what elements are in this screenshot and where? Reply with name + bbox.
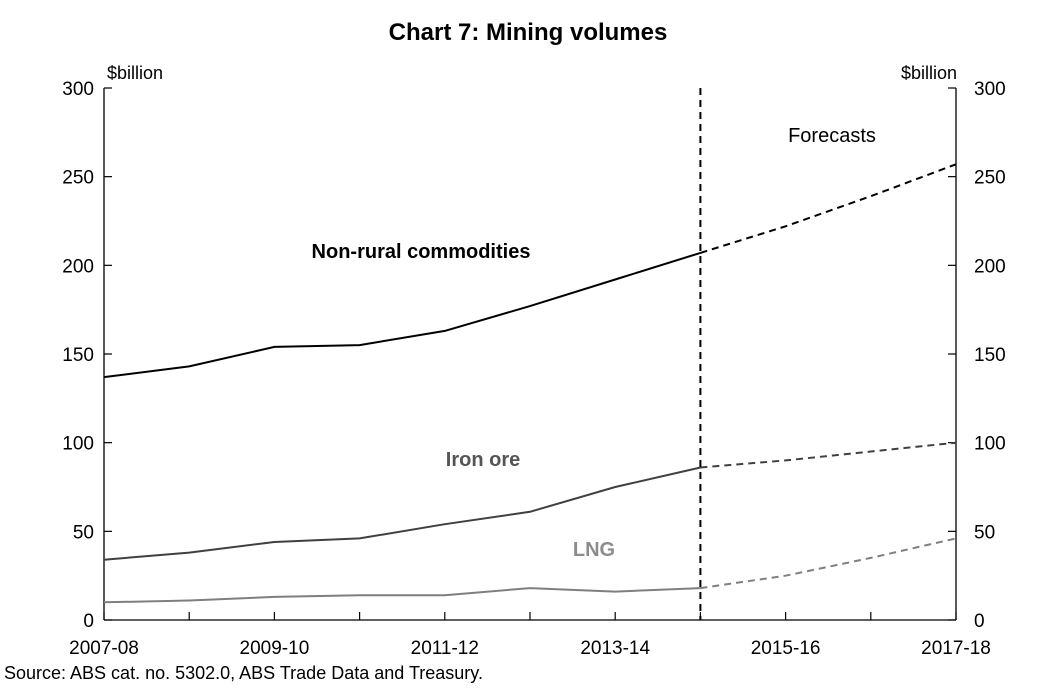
y-tick-label-right: 100	[974, 434, 1006, 455]
series-labels: Non-rural commodities Iron ore LNG	[312, 241, 616, 561]
y-tick-label-left: 250	[62, 168, 94, 189]
y-ticks: 0 0 50 50 100 100 150 150 200 200 250 250 300 300	[62, 79, 1005, 632]
y-tick-label-right: 250	[974, 168, 1006, 189]
y-tick-label-left: 300	[62, 79, 94, 100]
series-line-iron-ore-forecast	[700, 441, 957, 469]
chart-title: Chart 7: Mining volumes	[389, 19, 668, 46]
series-line-iron-ore-actual	[103, 466, 701, 561]
left-axis-unit: $billion	[107, 63, 163, 83]
series-line-lng-forecast	[700, 537, 957, 590]
forecast-label: Forecasts	[788, 125, 876, 147]
mining-volumes-chart: Chart 7: Mining volumes $billion $billio…	[62, 19, 1005, 659]
series-line-lng-actual	[103, 587, 701, 604]
x-tick-label: 2015-16	[751, 638, 821, 659]
series-line-non-rural-commodities-actual	[103, 251, 701, 379]
x-tick-label: 2007-08	[69, 638, 139, 659]
series-line-non-rural-commodities-forecast	[700, 163, 957, 254]
source-note: Source: ABS cat. no. 5302.0, ABS Trade D…	[4, 663, 483, 683]
x-tick-label: 2017-18	[921, 638, 991, 659]
y-tick-label-right: 200	[974, 256, 1006, 277]
series-lines	[103, 163, 957, 604]
x-tick-label: 2009-10	[240, 638, 310, 659]
axes	[103, 88, 957, 621]
series-label-non-rural-commodities: Non-rural commodities	[312, 241, 531, 263]
x-tick-label: 2013-14	[580, 638, 650, 659]
y-tick-label-left: 100	[62, 434, 94, 455]
x-ticks: 2007-08 2009-10 2011-12 2013-14 2015-16 2017-…	[69, 612, 991, 659]
y-tick-label-right: 50	[974, 522, 995, 543]
y-tick-label-right: 0	[974, 611, 985, 632]
y-tick-label-left: 150	[62, 345, 94, 366]
right-axis-unit: $billion	[901, 63, 957, 83]
x-tick-label: 2011-12	[411, 638, 479, 659]
y-tick-label-left: 0	[83, 611, 94, 632]
y-tick-label-left: 200	[62, 256, 94, 277]
y-tick-label-right: 300	[974, 79, 1006, 100]
series-label-iron-ore: Iron ore	[446, 449, 520, 471]
y-tick-label-right: 150	[974, 345, 1006, 366]
series-label-lng: LNG	[573, 539, 615, 561]
y-tick-label-left: 50	[73, 522, 94, 543]
